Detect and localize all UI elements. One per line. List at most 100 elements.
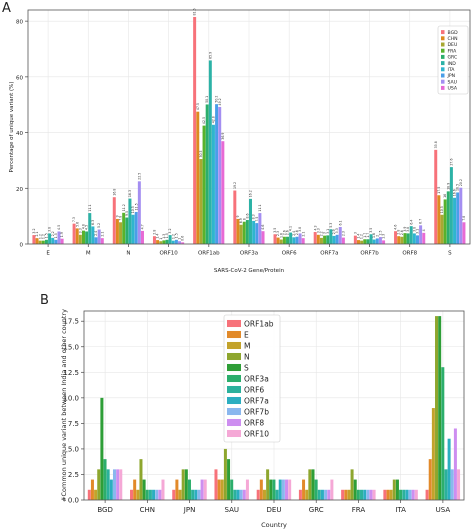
bar [457, 469, 461, 500]
bar-value-label: 8.6 [245, 213, 249, 218]
bar-value-label: 5.6 [75, 222, 79, 227]
bar [437, 195, 441, 244]
bar [415, 235, 419, 244]
y-tick-label: 0.0 [68, 497, 79, 505]
bar [360, 240, 364, 244]
bar [242, 221, 246, 244]
bar [197, 489, 201, 500]
legend-label: ITA [448, 67, 456, 73]
x-tick-label: ORF1ab [198, 251, 220, 257]
bar-value-label: 30.5 [199, 150, 203, 157]
bar [223, 448, 227, 500]
bar [136, 489, 140, 500]
bar-value-label: 1.4 [156, 234, 160, 239]
bar [405, 489, 409, 500]
bar [435, 316, 439, 500]
bar [116, 469, 120, 500]
x-tick-label: ORF10 [159, 251, 178, 257]
bar [327, 489, 331, 500]
x-tick-label: ORF7a [320, 251, 338, 257]
bar [278, 479, 282, 500]
bar [409, 226, 413, 244]
bar [100, 397, 104, 500]
bar [419, 225, 423, 244]
bar [106, 469, 110, 500]
bar [51, 237, 55, 244]
bar [456, 192, 460, 244]
bar [184, 469, 188, 500]
bar-value-label: 47.5 [196, 103, 200, 110]
bar [187, 479, 191, 500]
bar-value-label: 1.6 [372, 233, 376, 238]
bar [313, 232, 317, 244]
bar-value-label: 1.2 [171, 234, 175, 239]
bar-value-label: 2.4 [292, 231, 296, 236]
bar [152, 236, 156, 244]
bar [97, 469, 101, 500]
bar-value-label: 50.1 [205, 96, 209, 103]
bar [431, 408, 435, 500]
bar [78, 234, 82, 244]
bar [366, 489, 370, 500]
bar-value-label: 2.6 [286, 230, 290, 235]
bar-value-label: 36.9 [221, 133, 225, 140]
bar-value-label: 2.1 [301, 232, 305, 237]
bar [261, 231, 265, 244]
y-tick-label: 60 [16, 75, 23, 81]
bar [272, 479, 276, 500]
bar [308, 469, 312, 500]
bar [162, 240, 166, 244]
bar [218, 106, 222, 244]
bar [281, 479, 285, 500]
bar [85, 231, 89, 244]
legend-label: DEU [448, 42, 458, 48]
legend-swatch [227, 418, 241, 427]
legend-swatch [441, 85, 445, 90]
bar [220, 479, 224, 500]
bar [392, 479, 396, 500]
bar [75, 228, 79, 244]
bar [279, 239, 283, 244]
bar [217, 479, 221, 500]
bar [369, 234, 373, 244]
legend-label: ORF7b [244, 408, 269, 417]
bar [90, 479, 94, 500]
bar [389, 489, 393, 500]
bar [372, 239, 376, 244]
bar-value-label: 3.1 [416, 229, 420, 234]
bar [329, 229, 333, 244]
bar [459, 187, 463, 244]
bar-value-label: 3.3 [78, 228, 82, 233]
bar [332, 235, 336, 244]
bar-value-label: 4.7 [141, 224, 145, 229]
bar [275, 489, 279, 500]
bar-value-label: 6.1 [338, 220, 342, 225]
bar [215, 104, 219, 245]
bar [414, 489, 418, 500]
bar-value-label: 6.9 [239, 218, 243, 223]
bar [133, 479, 137, 500]
bar [366, 239, 370, 244]
bar [338, 227, 342, 244]
bar [347, 489, 351, 500]
bar-value-label: 2.8 [397, 230, 401, 235]
bar [168, 235, 172, 244]
bar [200, 479, 204, 500]
bar [256, 489, 260, 500]
bar [208, 60, 212, 244]
legend-swatch [227, 352, 241, 361]
bar [372, 489, 376, 500]
bar [122, 212, 126, 244]
bar-value-label: 42.5 [202, 117, 206, 124]
legend-swatch [227, 429, 241, 438]
bar-value-label: 2.2 [51, 231, 55, 236]
bar-value-label: 1.5 [174, 233, 178, 238]
bar [276, 237, 280, 244]
panel-a-chart: 3.27.316.82.881.519.23.5 4.334.633.82.15.… [9, 8, 471, 274]
legend-label: ORF1ab [244, 320, 274, 329]
bar [341, 237, 345, 244]
bar-value-label: 3 [353, 232, 357, 234]
bar-value-label: 2.6 [282, 230, 286, 235]
bar-value-label: 33.8 [434, 141, 438, 148]
